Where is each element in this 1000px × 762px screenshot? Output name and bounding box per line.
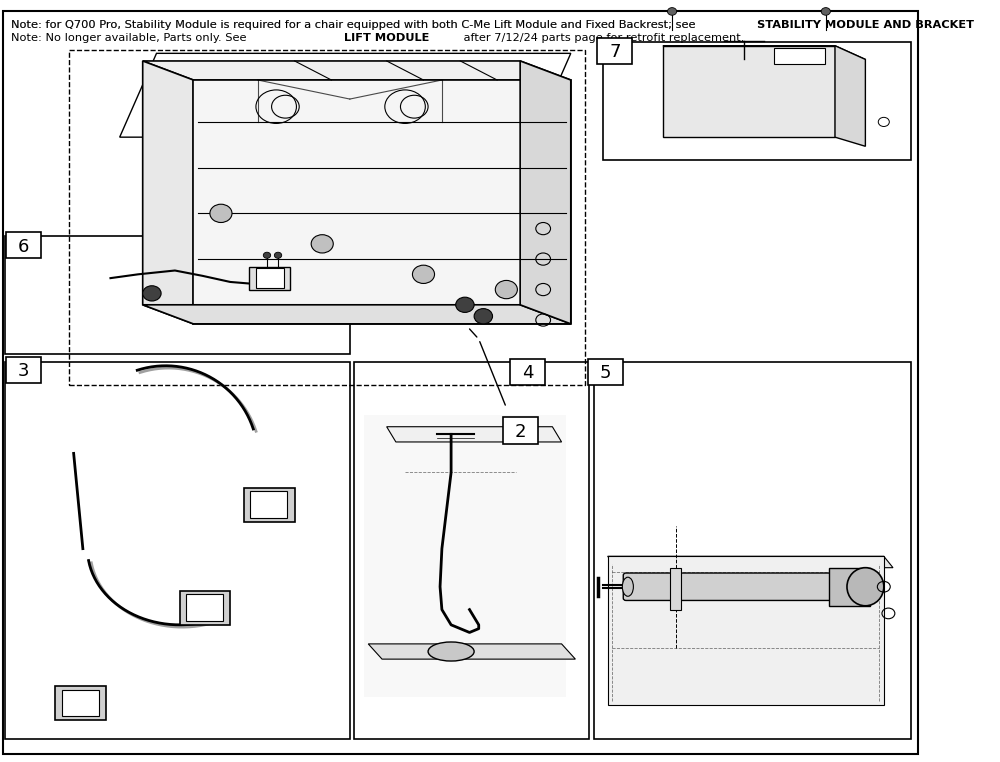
Text: LIFT MODULE: LIFT MODULE (344, 33, 429, 43)
Circle shape (821, 8, 830, 15)
Bar (6, 357, 41, 383)
Polygon shape (143, 305, 571, 324)
Text: Note: for Q700 Pro, Stability Module is required for a chair equipped with both : Note: for Q700 Pro, Stability Module is … (11, 20, 699, 30)
Text: 7: 7 (609, 43, 621, 62)
Bar (503, 418, 538, 443)
Bar (597, 38, 632, 64)
Polygon shape (663, 46, 865, 59)
Polygon shape (193, 80, 571, 324)
Bar (186, 594, 223, 621)
Ellipse shape (622, 578, 633, 596)
Polygon shape (387, 427, 562, 442)
Text: Note: No longer available, Parts only. See: Note: No longer available, Parts only. S… (11, 33, 250, 43)
Polygon shape (143, 61, 571, 80)
Bar (510, 359, 545, 385)
Circle shape (412, 265, 435, 283)
Bar (364, 415, 566, 697)
Text: 3: 3 (17, 362, 29, 380)
Bar (250, 491, 287, 518)
Circle shape (667, 8, 677, 15)
Text: Note: for Q700 Pro, Stability Module is required for a chair equipped with both : Note: for Q700 Pro, Stability Module is … (11, 20, 699, 30)
Bar (354, 362, 589, 739)
Bar (249, 267, 290, 290)
Text: 2: 2 (514, 423, 526, 441)
Polygon shape (368, 644, 575, 659)
Circle shape (143, 286, 161, 301)
Text: STABILITY MODULE AND BRACKET: STABILITY MODULE AND BRACKET (757, 20, 974, 30)
Circle shape (456, 297, 474, 312)
Bar (55, 686, 106, 720)
Circle shape (274, 252, 282, 258)
Bar (5, 236, 350, 354)
Text: 4: 4 (522, 364, 533, 383)
FancyBboxPatch shape (623, 573, 841, 600)
Bar (588, 359, 623, 385)
Text: 5: 5 (600, 364, 612, 383)
Circle shape (311, 235, 333, 253)
Bar (244, 488, 295, 522)
Bar (594, 362, 911, 739)
Text: Note: for Q700 Pro, Stability Module is required for a chair equipped with both : Note: for Q700 Pro, Stability Module is … (11, 20, 699, 30)
Ellipse shape (847, 568, 884, 606)
Polygon shape (608, 556, 893, 568)
Polygon shape (608, 556, 884, 705)
Bar (62, 690, 99, 716)
Bar (180, 591, 230, 625)
Circle shape (474, 309, 493, 324)
Circle shape (495, 280, 517, 299)
Text: after 7/12/24 parts page for retrofit replacement.: after 7/12/24 parts page for retrofit re… (460, 33, 744, 43)
Polygon shape (143, 61, 193, 324)
Bar (670, 568, 681, 610)
Bar (774, 47, 825, 64)
Bar (603, 42, 911, 160)
Circle shape (210, 204, 232, 223)
Circle shape (263, 252, 271, 258)
Bar (5, 362, 350, 739)
Polygon shape (663, 46, 835, 137)
Bar (256, 268, 284, 288)
Bar (6, 232, 41, 258)
Bar (829, 568, 870, 606)
Text: 6: 6 (17, 238, 29, 256)
Ellipse shape (428, 642, 474, 661)
Polygon shape (520, 61, 571, 324)
Bar (69, 50, 585, 385)
Polygon shape (835, 46, 865, 146)
